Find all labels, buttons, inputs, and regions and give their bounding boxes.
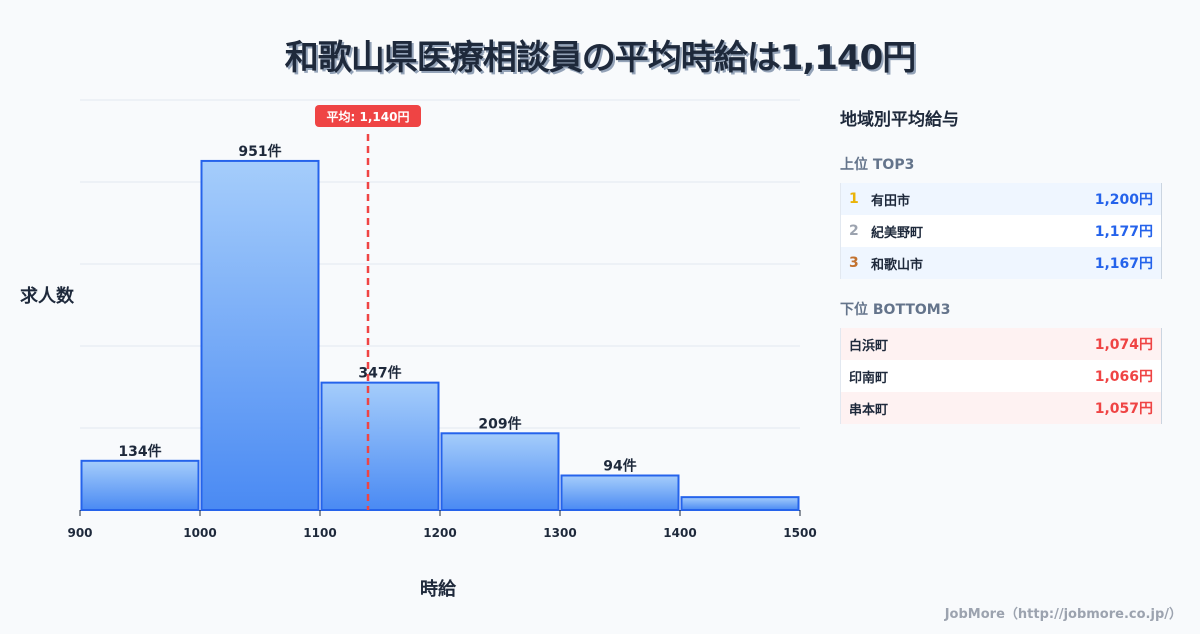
panel-title: 地域別平均給与 bbox=[840, 110, 959, 130]
x-tick-label: 1200 bbox=[423, 526, 456, 540]
rank-number: 2 bbox=[849, 223, 859, 239]
page-title: 和歌山県医療相談員の平均時給は1,140円 bbox=[284, 38, 917, 78]
region-value: 1,200円 bbox=[1094, 192, 1153, 208]
bar-value-label: 209件 bbox=[478, 415, 521, 432]
region-name: 紀美野町 bbox=[871, 225, 924, 241]
histogram-bar bbox=[440, 432, 560, 511]
x-tick-label: 1100 bbox=[303, 526, 336, 540]
region-name: 白浜町 bbox=[849, 338, 889, 354]
region-value: 1,167円 bbox=[1094, 256, 1153, 272]
x-tick-label: 1500 bbox=[783, 526, 816, 540]
bottom3-title: 下位 BOTTOM3 bbox=[840, 302, 951, 318]
histogram-chart: 134件 951件 347件 209件 94件 900 1000 1100 1200 1300 1… bbox=[20, 99, 817, 600]
list-item: 印南町 1,066円 bbox=[841, 360, 1161, 392]
chart-plot: 134件 951件 347件 209件 94件 900 1000 1100 1200 1300 1… bbox=[67, 99, 817, 540]
bar-value-label: 94件 bbox=[603, 457, 636, 474]
x-axis-label: 時給 bbox=[420, 579, 456, 600]
list-item: 3 和歌山市 1,167円 bbox=[841, 247, 1161, 279]
bar-value-label: 347件 bbox=[358, 365, 401, 382]
rank-number: 1 bbox=[849, 191, 859, 207]
bottom3-list: 白浜町 1,074円 印南町 1,066円 串本町 1,057円 bbox=[840, 328, 1162, 424]
regional-salary-panel: 地域別平均給与 上位 TOP3 1 有田市 1,200円 2 紀美野町 1,17… bbox=[840, 100, 1162, 424]
footer-credit: JobMore（http://jobmore.co.jp/） bbox=[944, 607, 1182, 622]
histogram-bar bbox=[320, 381, 440, 511]
histogram-bar bbox=[680, 496, 800, 511]
region-value: 1,074円 bbox=[1094, 337, 1153, 353]
list-item: 1 有田市 1,200円 bbox=[841, 183, 1161, 215]
y-axis-label: 求人数 bbox=[20, 286, 74, 307]
bar-value-label: 951件 bbox=[238, 143, 281, 160]
top3-title: 上位 TOP3 bbox=[840, 157, 915, 173]
region-value: 1,057円 bbox=[1094, 401, 1153, 417]
x-tick-label: 1400 bbox=[663, 526, 696, 540]
region-value: 1,177円 bbox=[1094, 224, 1153, 240]
x-tick-label: 1300 bbox=[543, 526, 576, 540]
mean-label: 平均: 1,140円 bbox=[327, 109, 410, 124]
bars: 134件 951件 347件 209件 94件 bbox=[80, 143, 800, 512]
list-item: 2 紀美野町 1,177円 bbox=[841, 215, 1161, 247]
region-value: 1,066円 bbox=[1094, 369, 1153, 385]
histogram-bar bbox=[80, 459, 200, 512]
x-axis: 900 1000 1100 1200 1300 1400 1500 bbox=[67, 510, 817, 540]
histogram-bar bbox=[200, 159, 320, 511]
region-name: 有田市 bbox=[871, 193, 911, 209]
region-name: 和歌山市 bbox=[871, 257, 924, 273]
region-name: 串本町 bbox=[849, 402, 889, 418]
rank-number: 3 bbox=[849, 255, 859, 271]
list-item: 白浜町 1,074円 bbox=[841, 328, 1161, 360]
top3-list: 1 有田市 1,200円 2 紀美野町 1,177円 3 和歌山市 1,167円 bbox=[840, 183, 1162, 279]
x-tick-label: 900 bbox=[67, 526, 92, 540]
mean-line: 平均: 1,140円 bbox=[315, 105, 421, 510]
bar-value-label: 134件 bbox=[118, 443, 161, 460]
histogram-bar bbox=[560, 474, 680, 511]
region-name: 印南町 bbox=[849, 370, 889, 386]
gridlines bbox=[80, 99, 800, 511]
list-item: 串本町 1,057円 bbox=[841, 392, 1161, 424]
x-tick-label: 1000 bbox=[183, 526, 216, 540]
mean-badge bbox=[315, 105, 421, 127]
